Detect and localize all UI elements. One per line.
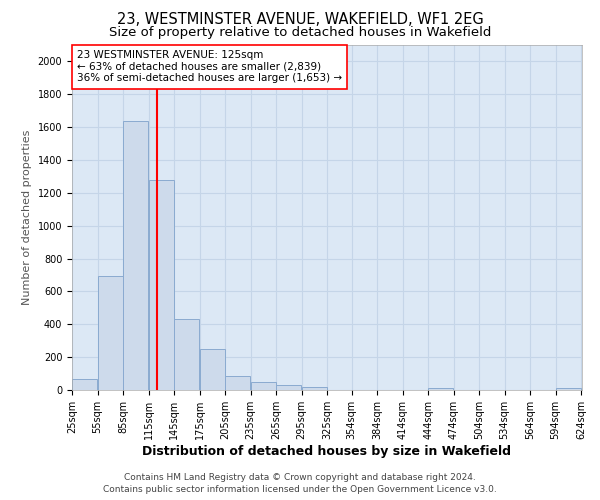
Text: 23, WESTMINSTER AVENUE, WAKEFIELD, WF1 2EG: 23, WESTMINSTER AVENUE, WAKEFIELD, WF1 2… [116, 12, 484, 28]
Bar [200, 349, 225, 390]
Bar [149, 180, 174, 390]
Bar [174, 318, 199, 390]
Text: Contains HM Land Registry data © Crown copyright and database right 2024.
Contai: Contains HM Land Registry data © Crown c… [103, 472, 497, 494]
Bar [556, 388, 581, 390]
Text: 23 WESTMINSTER AVENUE: 125sqm
← 63% of detached houses are smaller (2,839)
36% o: 23 WESTMINSTER AVENUE: 125sqm ← 63% of d… [77, 50, 342, 84]
Bar [225, 376, 250, 390]
Bar [251, 382, 276, 390]
Bar [428, 388, 454, 390]
Bar [98, 276, 123, 390]
Bar [302, 386, 327, 390]
Text: Size of property relative to detached houses in Wakefield: Size of property relative to detached ho… [109, 26, 491, 39]
Bar [72, 380, 97, 390]
Y-axis label: Number of detached properties: Number of detached properties [22, 130, 32, 305]
Bar [276, 385, 301, 390]
X-axis label: Distribution of detached houses by size in Wakefield: Distribution of detached houses by size … [143, 444, 511, 458]
Bar [123, 122, 148, 390]
